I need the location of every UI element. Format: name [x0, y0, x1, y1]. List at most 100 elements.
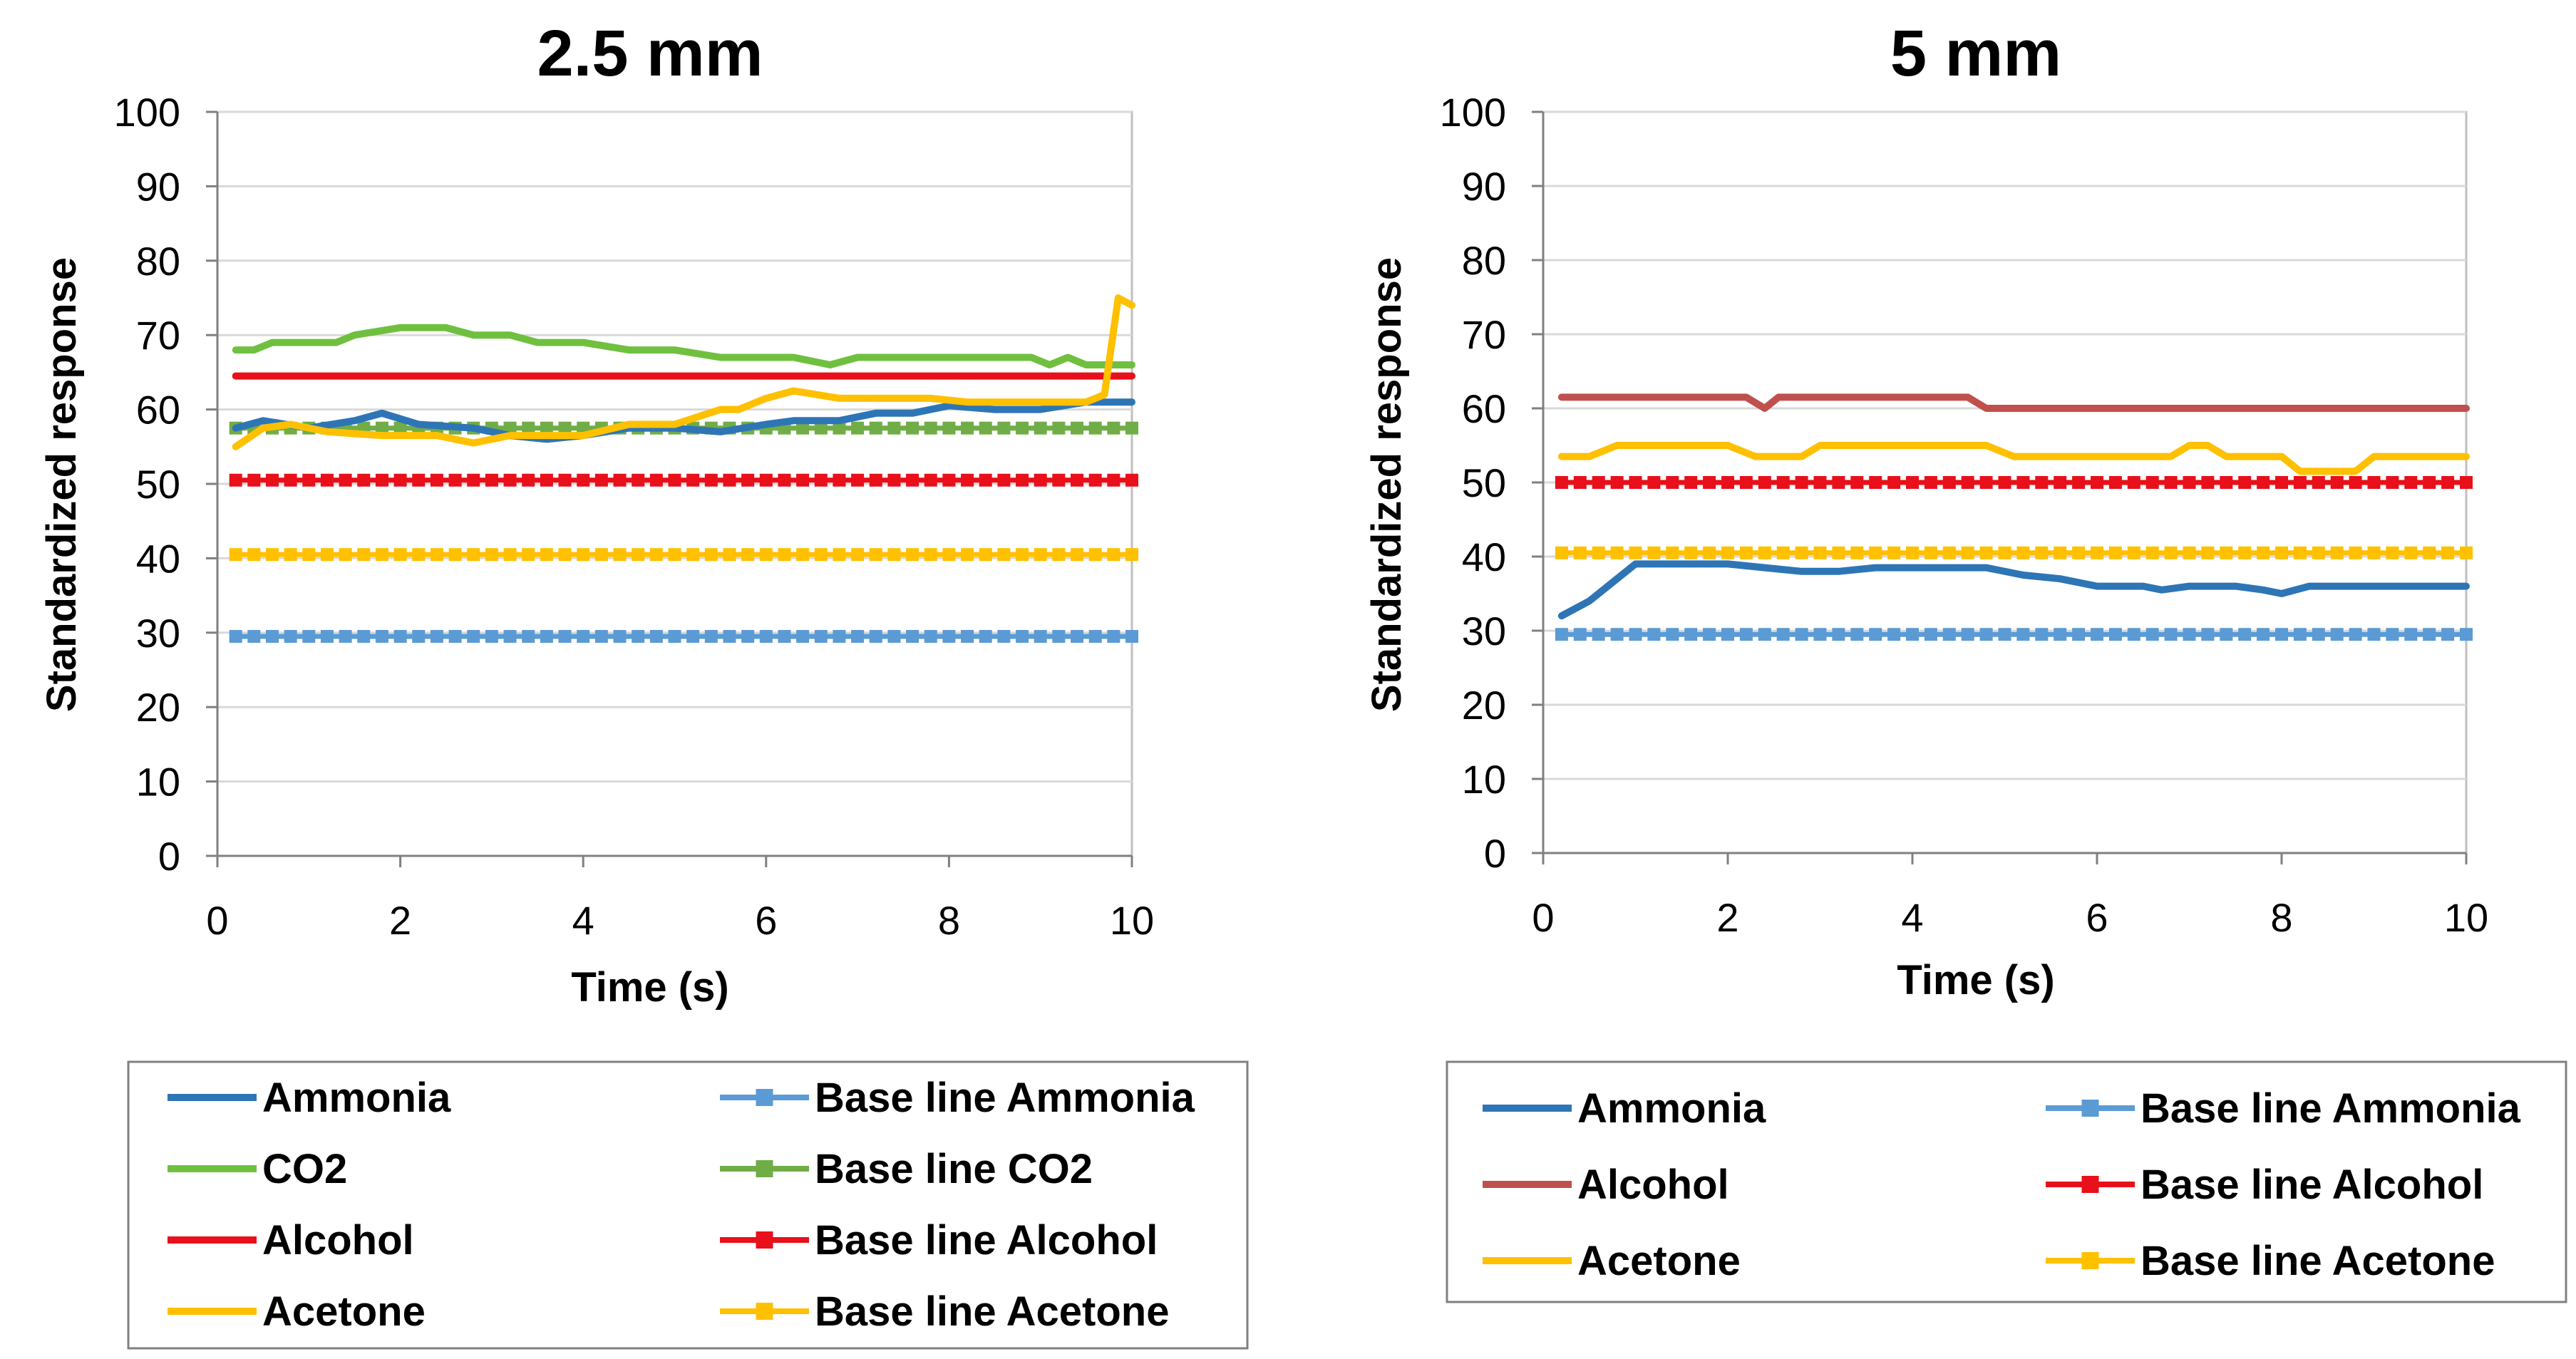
data-point — [393, 548, 407, 562]
x-tick-label: 10 — [2444, 895, 2488, 940]
data-point — [906, 630, 919, 644]
data-point — [1034, 548, 1047, 562]
data-point — [302, 473, 316, 487]
data-point — [1125, 473, 1138, 487]
data-point — [2312, 546, 2325, 559]
data-point — [467, 548, 480, 562]
data-point — [412, 548, 426, 562]
data-point — [2183, 628, 2196, 641]
data-point — [265, 473, 279, 487]
x-axis-label: Time (s) — [1897, 957, 2054, 1003]
data-point — [1979, 476, 1993, 489]
series-acetone — [232, 294, 1135, 450]
data-point — [448, 473, 462, 487]
data-point — [1998, 546, 2011, 559]
legend-marker — [2081, 1100, 2099, 1117]
data-point — [320, 473, 334, 487]
data-point — [1555, 546, 1568, 559]
data-point — [723, 630, 736, 644]
x-tick-label: 10 — [1110, 898, 1154, 943]
data-point — [1666, 628, 1679, 641]
data-point — [942, 548, 956, 562]
data-point — [2293, 476, 2307, 489]
x-axis-label: Time (s) — [571, 964, 728, 1011]
data-point — [668, 630, 681, 644]
data-point — [2220, 628, 2233, 641]
data-point — [942, 421, 956, 435]
data-point — [485, 473, 498, 487]
data-point — [1795, 628, 1808, 641]
data-point — [1703, 546, 1716, 559]
data-point — [1610, 546, 1624, 559]
data-point — [1869, 628, 1882, 641]
data-point — [2091, 476, 2103, 489]
data-point — [723, 548, 736, 562]
data-point — [2293, 628, 2307, 641]
data-point — [2349, 476, 2362, 489]
data-point — [869, 473, 882, 487]
chart-title: 2.5 mm — [537, 17, 763, 90]
data-point — [357, 630, 371, 644]
data-point — [2108, 628, 2122, 641]
data-point — [1555, 628, 1568, 641]
data-point — [577, 548, 590, 562]
data-point — [2330, 628, 2344, 641]
data-point — [284, 630, 297, 644]
data-point — [284, 473, 297, 487]
data-point — [997, 630, 1011, 644]
data-point — [1942, 628, 1956, 641]
data-point — [796, 630, 810, 644]
data-point — [759, 473, 773, 487]
data-point — [2108, 476, 2122, 489]
series-base-line-alcohol — [1555, 476, 2473, 489]
data-point — [686, 630, 700, 644]
data-point — [1125, 630, 1138, 644]
y-tick-label: 70 — [1462, 312, 1506, 357]
data-point — [1776, 476, 1790, 489]
data-point — [2054, 546, 2067, 559]
data-point — [1721, 546, 1734, 559]
data-point — [2054, 628, 2067, 641]
data-point — [430, 548, 443, 562]
data-point — [1647, 476, 1661, 489]
data-point — [887, 548, 901, 562]
data-point — [467, 473, 480, 487]
data-point — [942, 630, 956, 644]
data-point — [1052, 421, 1066, 435]
data-point — [1979, 628, 1993, 641]
data-point — [2404, 628, 2418, 641]
y-tick-label: 40 — [136, 536, 180, 581]
data-point — [393, 630, 407, 644]
data-point — [2423, 628, 2436, 641]
data-point — [668, 548, 681, 562]
legend-entry-co2: CO2 — [168, 1146, 347, 1192]
data-point — [1107, 548, 1120, 562]
data-point — [393, 473, 407, 487]
data-point — [741, 630, 755, 644]
data-point — [1721, 628, 1734, 641]
data-point — [1034, 421, 1047, 435]
data-point — [2127, 476, 2140, 489]
data-point — [851, 473, 865, 487]
data-point — [961, 630, 974, 644]
data-point — [1555, 476, 1568, 489]
data-point — [2145, 546, 2159, 559]
data-point — [1795, 546, 1808, 559]
data-point — [2386, 476, 2399, 489]
data-point — [1629, 476, 1642, 489]
data-point — [851, 630, 865, 644]
legend-entry-base-line-acetone: Base line Acetone — [2046, 1238, 2495, 1284]
data-point — [2257, 628, 2270, 641]
legend-entry-ammonia: Ammonia — [1483, 1085, 1766, 1132]
legend-entry-base-line-alcohol: Base line Alcohol — [720, 1217, 1158, 1264]
data-point — [1869, 476, 1882, 489]
data-point — [997, 548, 1011, 562]
data-point — [613, 473, 627, 487]
data-point — [2091, 546, 2103, 559]
y-tick-label: 50 — [1462, 460, 1506, 505]
data-point — [2293, 546, 2307, 559]
data-point — [961, 548, 974, 562]
data-point — [2330, 546, 2344, 559]
data-point — [448, 630, 462, 644]
y-axis-label: Standardized response — [38, 257, 85, 712]
